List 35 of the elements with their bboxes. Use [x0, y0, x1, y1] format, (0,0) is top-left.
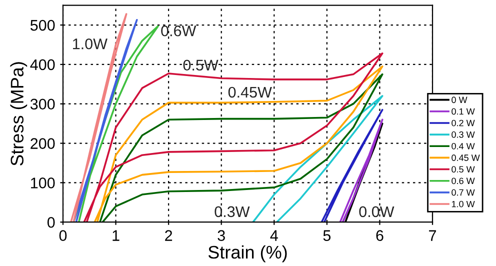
y-tick-label: 200	[30, 138, 55, 149]
legend-label: 0.45 W	[452, 154, 480, 161]
x-tick-label: 1	[112, 230, 120, 241]
annotation: 0.5W	[183, 60, 218, 71]
x-tick-label: 4	[270, 230, 278, 241]
x-tick-label: 2	[165, 230, 172, 241]
legend-label: 0.6 W	[452, 178, 475, 184]
line-series	[72, 19, 138, 222]
legend-label: 0.3 W	[452, 131, 475, 138]
y-tick-label: 300	[30, 98, 55, 110]
line-series	[70, 13, 128, 222]
legend-label: 1.0 W	[452, 200, 475, 208]
y-tick-label: 0	[47, 216, 55, 228]
y-tick-label: 500	[30, 20, 55, 31]
y-axis-title: Stress (MPa)	[10, 62, 28, 166]
legend-label: 0.2 W	[452, 120, 475, 126]
x-tick-label: 7	[429, 230, 436, 241]
annotation: 0.0W	[359, 206, 394, 218]
y-tick-label: 100	[31, 178, 55, 188]
legend-label: 0.1 W	[452, 108, 475, 115]
annotation: 0.3W	[214, 206, 250, 218]
x-tick-label: 3	[218, 230, 225, 241]
x-axis-title: Strain (%)	[208, 245, 287, 262]
legend-label: 0 W	[452, 96, 468, 104]
annotation: 1.0W	[73, 38, 108, 50]
legend-label: 0.7 W	[452, 189, 475, 196]
annotation: 0.45W	[228, 86, 272, 98]
x-tick-label: 0	[59, 230, 67, 241]
legend-label: 0.5 W	[452, 166, 475, 173]
legend-label: 0.4 W	[452, 142, 475, 150]
y-tick-label: 400	[30, 59, 55, 70]
x-tick-label: 6	[376, 230, 384, 241]
line-series	[72, 25, 159, 222]
x-tick-label: 5	[323, 230, 331, 241]
annotation: 0.6W	[161, 25, 196, 36]
